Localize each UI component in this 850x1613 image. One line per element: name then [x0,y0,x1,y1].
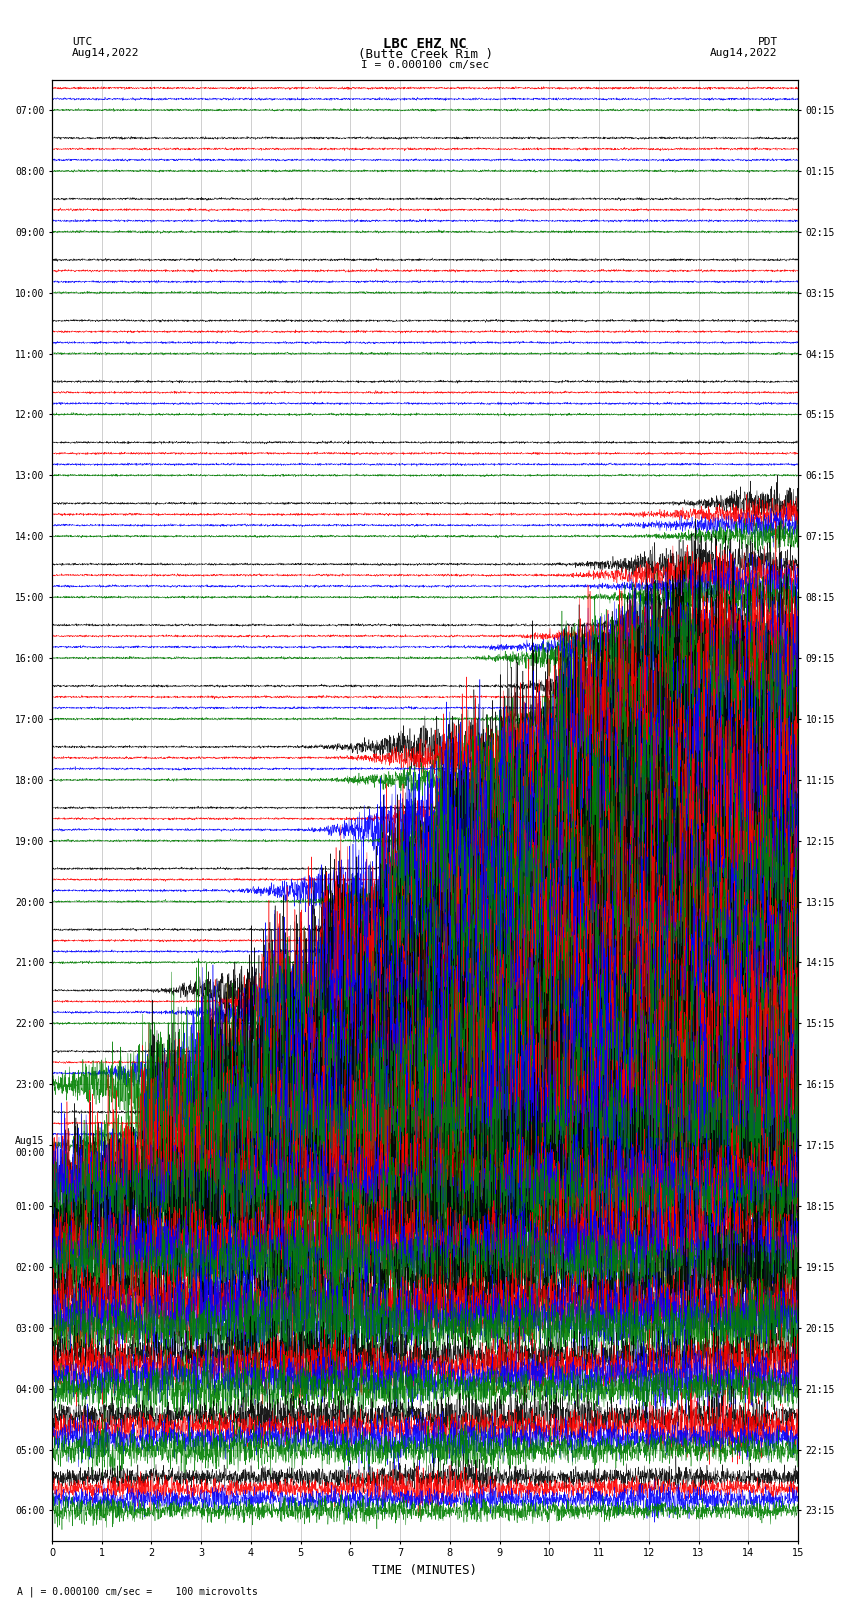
Text: LBC EHZ NC: LBC EHZ NC [383,37,467,52]
Text: Aug14,2022: Aug14,2022 [72,48,139,58]
X-axis label: TIME (MINUTES): TIME (MINUTES) [372,1565,478,1578]
Text: PDT: PDT [757,37,778,47]
Text: (Butte Creek Rim ): (Butte Creek Rim ) [358,48,492,61]
Text: UTC: UTC [72,37,93,47]
Text: A | = 0.000100 cm/sec =    100 microvolts: A | = 0.000100 cm/sec = 100 microvolts [17,1586,258,1597]
Text: I = 0.000100 cm/sec: I = 0.000100 cm/sec [361,60,489,69]
Text: Aug14,2022: Aug14,2022 [711,48,778,58]
